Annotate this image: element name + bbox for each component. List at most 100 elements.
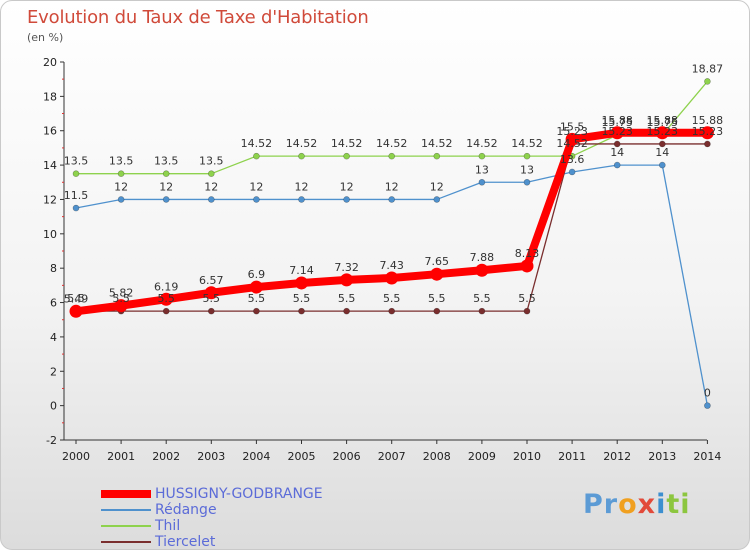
data-label: 5.5 (67, 292, 85, 305)
x-tick-label: 2004 (242, 450, 270, 463)
data-point (565, 132, 579, 146)
y-tick-label: 20 (43, 56, 57, 69)
data-label: 15.75 (601, 116, 633, 129)
data-point (704, 140, 711, 148)
data-label: 5.49 (64, 292, 89, 305)
legend-item: Rédange (101, 502, 323, 518)
data-point (385, 271, 399, 285)
data-point (340, 273, 354, 287)
data-point (658, 140, 666, 148)
y-tick-label: 14 (43, 159, 57, 172)
data-point (388, 152, 396, 160)
legend-label-hussigny: HUSSIGNY-GODBRANGE (155, 486, 323, 502)
data-label: 13.5 (199, 155, 224, 168)
data-label: 13.5 (154, 155, 179, 168)
data-label: 5.5 (473, 292, 491, 305)
data-label: 5.5 (203, 292, 221, 305)
data-label: 15.23 (647, 125, 679, 138)
data-label: 14.52 (331, 137, 363, 150)
data-point (700, 126, 714, 140)
data-point (253, 196, 260, 203)
data-label: 15.88 (601, 114, 633, 127)
x-tick-label: 2011 (558, 450, 586, 463)
data-point (343, 152, 350, 160)
data-label: 15.23 (692, 125, 724, 138)
data-point (523, 152, 531, 160)
brand-part: i (656, 489, 667, 520)
data-label: 14.52 (421, 137, 453, 150)
data-point (610, 126, 624, 140)
x-tick-label: 2006 (333, 450, 361, 463)
data-label: 14 (610, 146, 624, 159)
x-tick-label: 2014 (693, 450, 721, 463)
data-point (343, 196, 350, 203)
data-label: 15.5 (560, 120, 585, 133)
data-point (433, 152, 441, 160)
data-label: 14.52 (511, 137, 543, 150)
data-point (613, 161, 621, 169)
x-tick-label: 2005 (288, 450, 316, 463)
data-label: 11.5 (64, 189, 89, 202)
y-tick-label: 10 (43, 228, 57, 241)
y-tick-label: 16 (43, 125, 57, 138)
data-label: 5.5 (293, 292, 311, 305)
data-point (162, 307, 170, 315)
legend-label-redange: Rédange (155, 502, 217, 518)
legend-item: HUSSIGNY-GODBRANGE (101, 486, 323, 502)
x-tick-label: 2008 (423, 450, 451, 463)
data-point (117, 170, 125, 177)
data-point (388, 307, 396, 315)
brand-part: o (618, 489, 638, 520)
data-point (72, 170, 80, 177)
x-tick-label: 2003 (197, 450, 225, 463)
data-label: 15.88 (692, 114, 724, 127)
data-label: 15.23 (601, 125, 633, 138)
data-label: 7.14 (289, 264, 314, 277)
data-point (343, 307, 350, 315)
data-point (478, 178, 486, 186)
data-label: 14.52 (241, 137, 273, 150)
legend-label-tiercelet: Tiercelet (155, 534, 216, 550)
data-label: 6.19 (154, 280, 179, 293)
legend-swatch-tiercelet (101, 541, 151, 543)
data-label: 15.75 (647, 116, 679, 129)
data-label: 13.5 (64, 155, 89, 168)
data-point (658, 161, 666, 169)
y-tick-label: 2 (50, 365, 57, 378)
data-label: 5.82 (109, 287, 134, 300)
data-label: 6.57 (199, 274, 224, 287)
data-label: 14.52 (466, 137, 498, 150)
data-label: 13.5 (109, 155, 134, 168)
legend-swatch-hussigny (101, 490, 151, 498)
data-label: 6.9 (248, 268, 266, 281)
data-label: 5.5 (157, 292, 175, 305)
data-point (475, 263, 489, 277)
data-label: 15.23 (556, 125, 588, 138)
data-point (298, 196, 305, 203)
data-point (655, 126, 669, 140)
x-tick-label: 2013 (648, 450, 676, 463)
data-point (159, 292, 173, 306)
data-point (208, 307, 215, 315)
data-point (253, 307, 260, 315)
data-label: 12 (295, 180, 309, 193)
chart-title: Evolution du Taux de Taxe d'Habitation (27, 7, 369, 28)
data-label: 12 (385, 180, 399, 193)
data-point (253, 152, 260, 160)
data-label: 5.5 (338, 292, 356, 305)
data-label: 14.52 (376, 137, 408, 150)
brand-part: x (637, 489, 657, 520)
data-label: 18.87 (692, 62, 724, 75)
legend-swatch-thil (101, 525, 151, 527)
data-point (208, 170, 215, 177)
data-point (388, 196, 396, 203)
data-label: 14.52 (286, 137, 318, 150)
data-label: 5.5 (248, 292, 266, 305)
y-tick-label: 6 (50, 297, 57, 310)
data-label: 12 (430, 180, 444, 193)
legend: HUSSIGNY-GODBRANGE Rédange Thil Tiercele… (101, 486, 323, 550)
data-point (613, 140, 621, 148)
x-tick-label: 2012 (603, 450, 631, 463)
data-point (478, 307, 486, 315)
